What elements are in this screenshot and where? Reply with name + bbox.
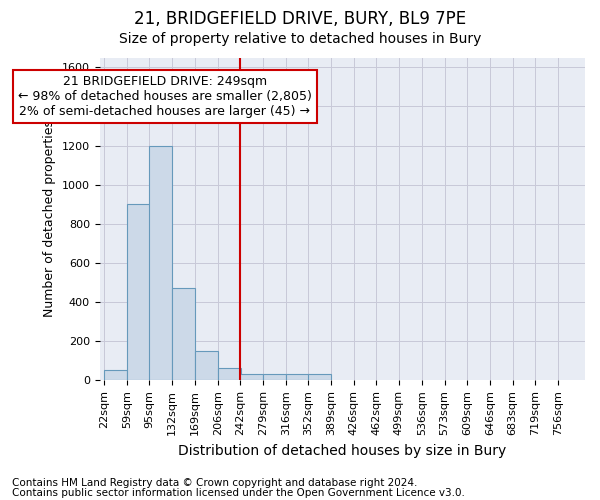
Bar: [149, 146, 172, 380]
Bar: [172, 288, 195, 380]
Text: Size of property relative to detached houses in Bury: Size of property relative to detached ho…: [119, 32, 481, 46]
Bar: [240, 374, 263, 380]
Bar: [104, 370, 127, 380]
X-axis label: Distribution of detached houses by size in Bury: Distribution of detached houses by size …: [178, 444, 506, 458]
Y-axis label: Number of detached properties: Number of detached properties: [43, 120, 56, 318]
Bar: [263, 374, 286, 380]
Text: 21, BRIDGEFIELD DRIVE, BURY, BL9 7PE: 21, BRIDGEFIELD DRIVE, BURY, BL9 7PE: [134, 10, 466, 28]
Text: 21 BRIDGEFIELD DRIVE: 249sqm
← 98% of detached houses are smaller (2,805)
2% of : 21 BRIDGEFIELD DRIVE: 249sqm ← 98% of de…: [18, 75, 311, 118]
Bar: [286, 374, 308, 380]
Bar: [308, 374, 331, 380]
Bar: [195, 351, 218, 380]
Bar: [127, 204, 149, 380]
Text: Contains HM Land Registry data © Crown copyright and database right 2024.: Contains HM Land Registry data © Crown c…: [12, 478, 418, 488]
Text: Contains public sector information licensed under the Open Government Licence v3: Contains public sector information licen…: [12, 488, 465, 498]
Bar: [218, 368, 241, 380]
